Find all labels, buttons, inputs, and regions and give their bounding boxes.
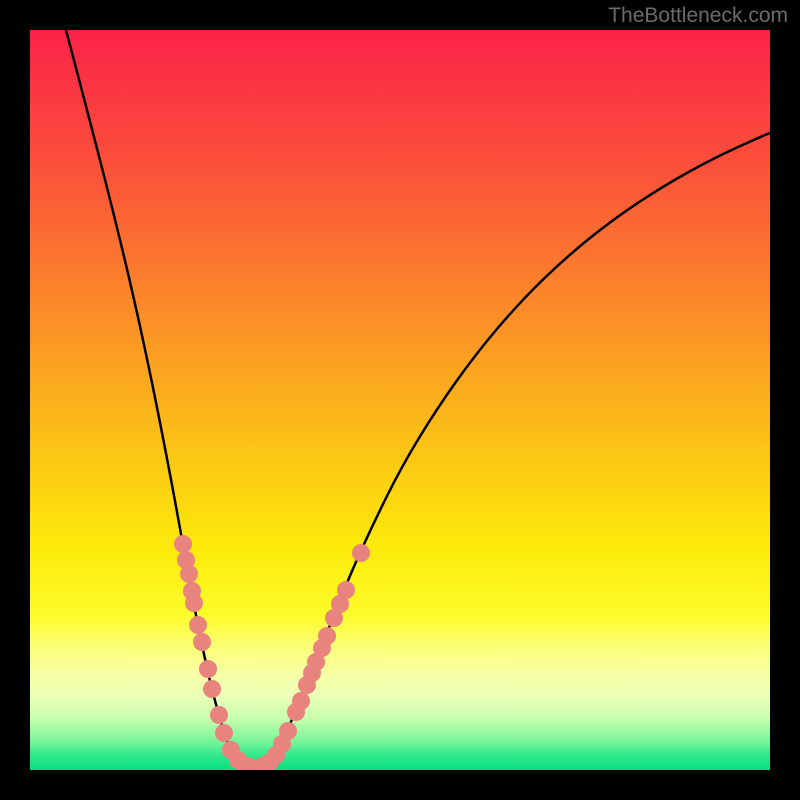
- data-marker: [292, 692, 310, 710]
- data-marker: [210, 706, 228, 724]
- chart-container: TheBottleneck.com: [0, 0, 800, 800]
- bottleneck-chart: [0, 0, 800, 800]
- data-marker: [180, 565, 198, 583]
- plot-background: [30, 30, 770, 770]
- data-marker: [199, 660, 217, 678]
- data-marker: [279, 722, 297, 740]
- data-marker: [189, 616, 207, 634]
- data-marker: [174, 535, 192, 553]
- data-marker: [318, 627, 336, 645]
- data-marker: [337, 581, 355, 599]
- data-marker: [203, 680, 221, 698]
- data-marker: [185, 594, 203, 612]
- data-marker: [352, 544, 370, 562]
- data-marker: [193, 633, 211, 651]
- data-marker: [215, 724, 233, 742]
- watermark-text: TheBottleneck.com: [608, 4, 788, 28]
